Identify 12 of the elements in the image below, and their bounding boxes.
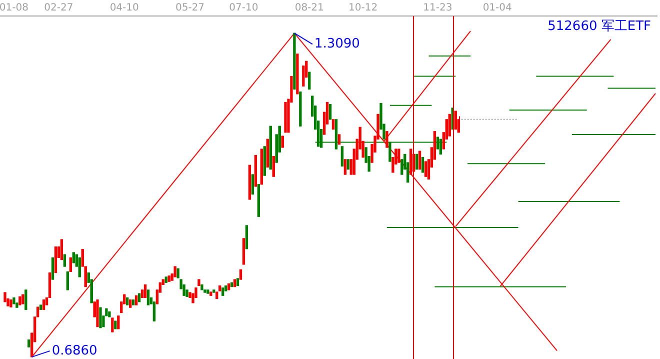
- annotation: 1.3090: [314, 36, 360, 52]
- x-tick-label: 02-27: [44, 2, 74, 14]
- chart-title: 512660 军工ETF: [548, 18, 651, 34]
- x-tick-label: 07-10: [229, 2, 258, 14]
- x-tick-label: 11-23: [423, 2, 452, 14]
- x-tick-label: 01-08: [0, 2, 28, 14]
- x-tick-label: 05-27: [175, 2, 205, 14]
- annotation: 0.6860: [52, 343, 98, 358]
- x-tick-label: 01-04: [482, 2, 512, 14]
- x-tick-label: 10-12: [348, 2, 378, 14]
- x-tick-label: 04-10: [110, 2, 139, 14]
- x-tick-label: 08-21: [294, 2, 324, 14]
